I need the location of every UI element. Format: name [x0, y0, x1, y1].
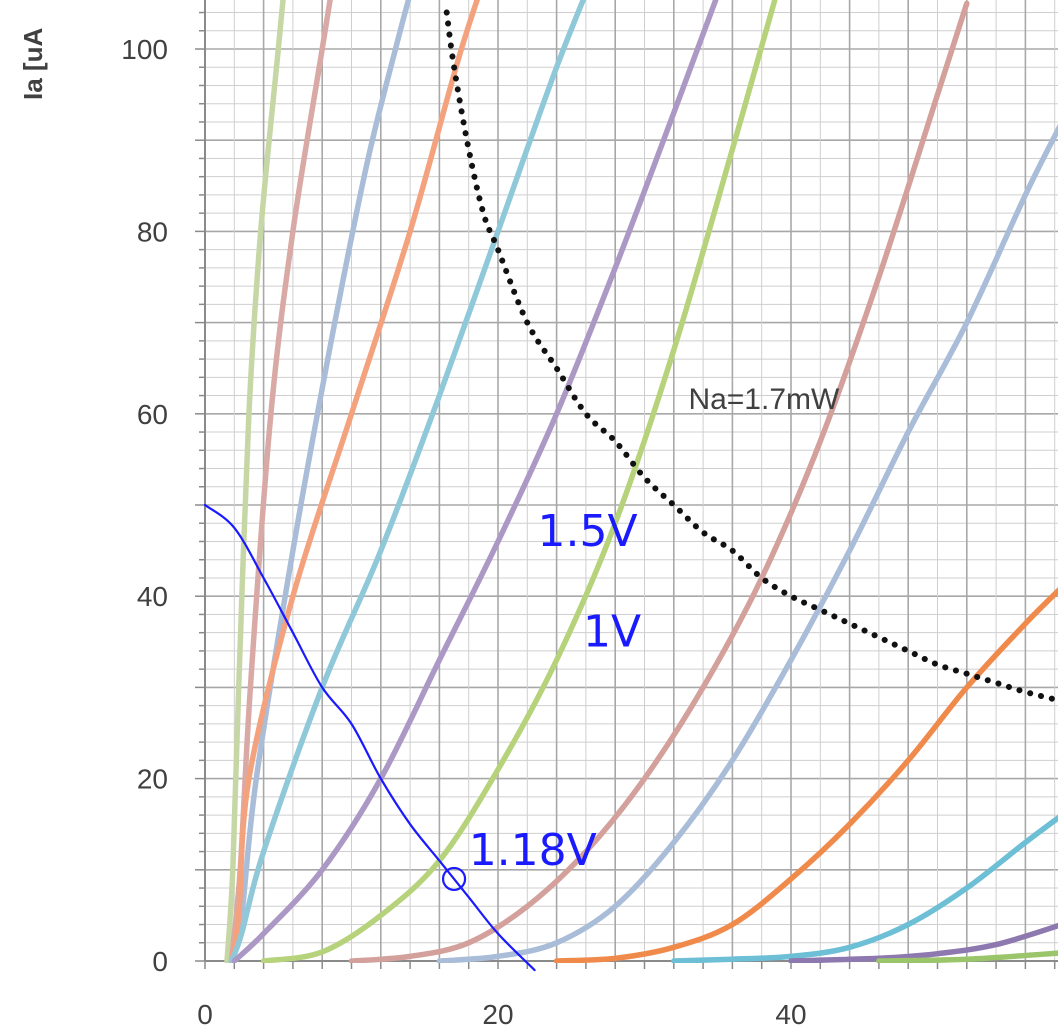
y-tick-label: 20: [137, 764, 168, 795]
series-layer: [224, 0, 1058, 963]
power-dissipation-curve: [443, 9, 1058, 704]
y-tick-label: 40: [137, 581, 168, 612]
series-line-6: [231, 0, 719, 963]
handwritten-annotation: 1.5V: [538, 506, 638, 557]
handwritten-annotation: 1V: [583, 606, 641, 657]
y-tick-label: 0: [152, 946, 168, 977]
load-line-layer: [203, 503, 536, 972]
series-line-9: [436, 123, 1058, 963]
grid: [205, 0, 1058, 962]
series-line-13: [876, 950, 1058, 963]
series-line-5: [228, 0, 587, 963]
load-line: [203, 503, 536, 972]
x-tick-label: 0: [197, 999, 213, 1030]
y-axis-label: Ia [uA: [18, 28, 48, 100]
x-tick-label: 40: [775, 999, 806, 1030]
series-line-1: [224, 0, 286, 963]
series-line-12: [788, 922, 1058, 963]
series-line-11: [671, 814, 1058, 963]
label-layer: 0 20 40 60 80 100 0 20 40 Ia [uA Na=1.7mW 1.5V 1V 1.1…: [18, 28, 840, 1030]
power-curve-label: Na=1.7mW: [688, 383, 840, 416]
series-line-3: [228, 0, 412, 963]
series-line-7: [260, 0, 778, 963]
operating-point-marker: [441, 866, 467, 892]
y-tick-label: 60: [137, 399, 168, 430]
series-line-8: [348, 0, 970, 963]
series-line-4: [228, 0, 480, 963]
series-line-10: [553, 587, 1058, 963]
x-tick-label: 20: [482, 999, 513, 1030]
y-tick-label: 100: [121, 34, 168, 65]
power-curve-layer: [443, 9, 1058, 704]
handwritten-annotation: 1.18V: [469, 825, 597, 876]
y-tick-label: 80: [137, 216, 168, 247]
